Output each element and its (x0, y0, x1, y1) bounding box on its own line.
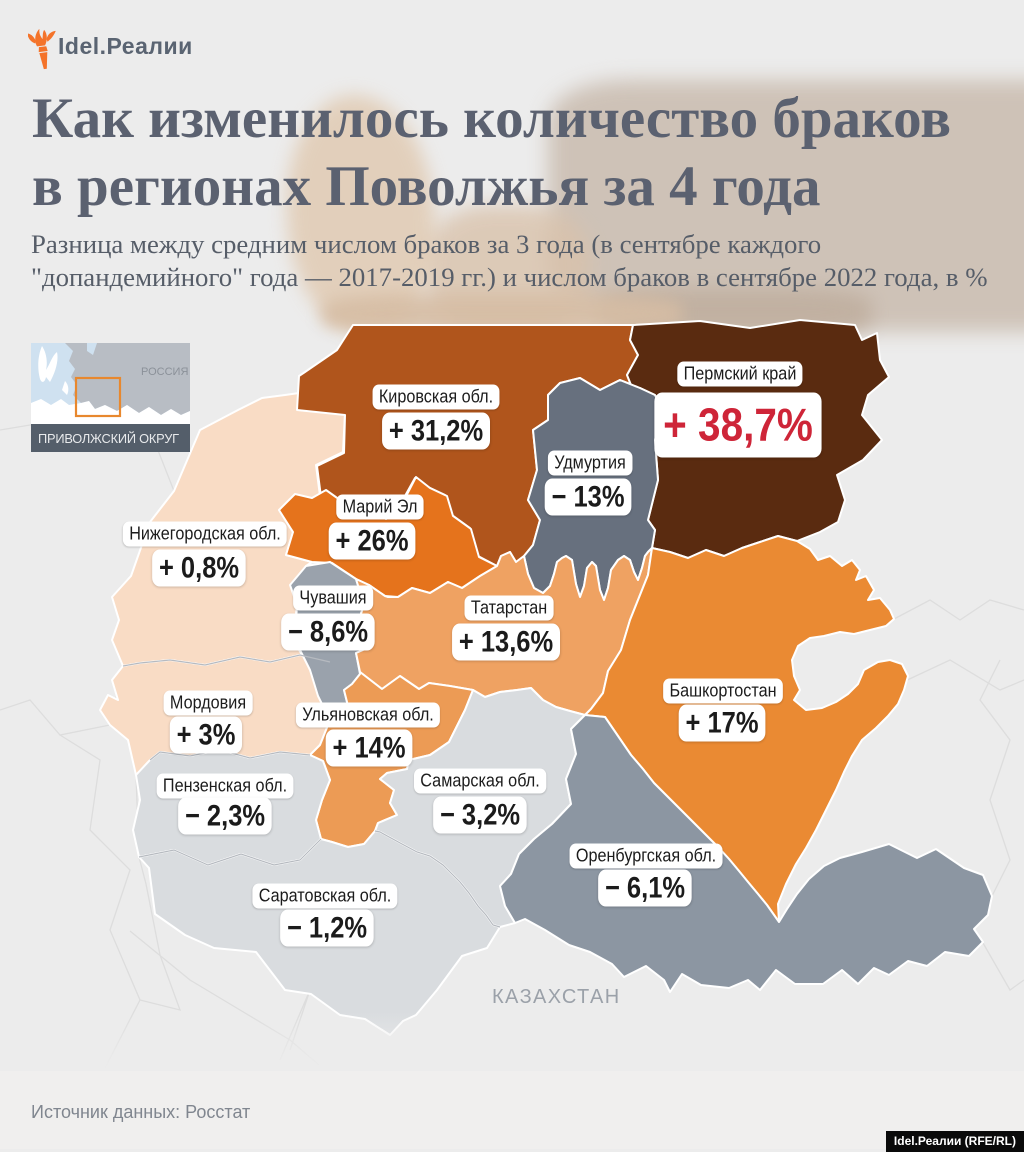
svg-text:ПРИВОЛЖСКИЙ ОКРУГ: ПРИВОЛЖСКИЙ ОКРУГ (38, 431, 179, 446)
svg-text:РОССИЯ: РОССИЯ (141, 366, 188, 378)
svg-text:Idel.Реалии: Idel.Реалии (58, 33, 193, 59)
